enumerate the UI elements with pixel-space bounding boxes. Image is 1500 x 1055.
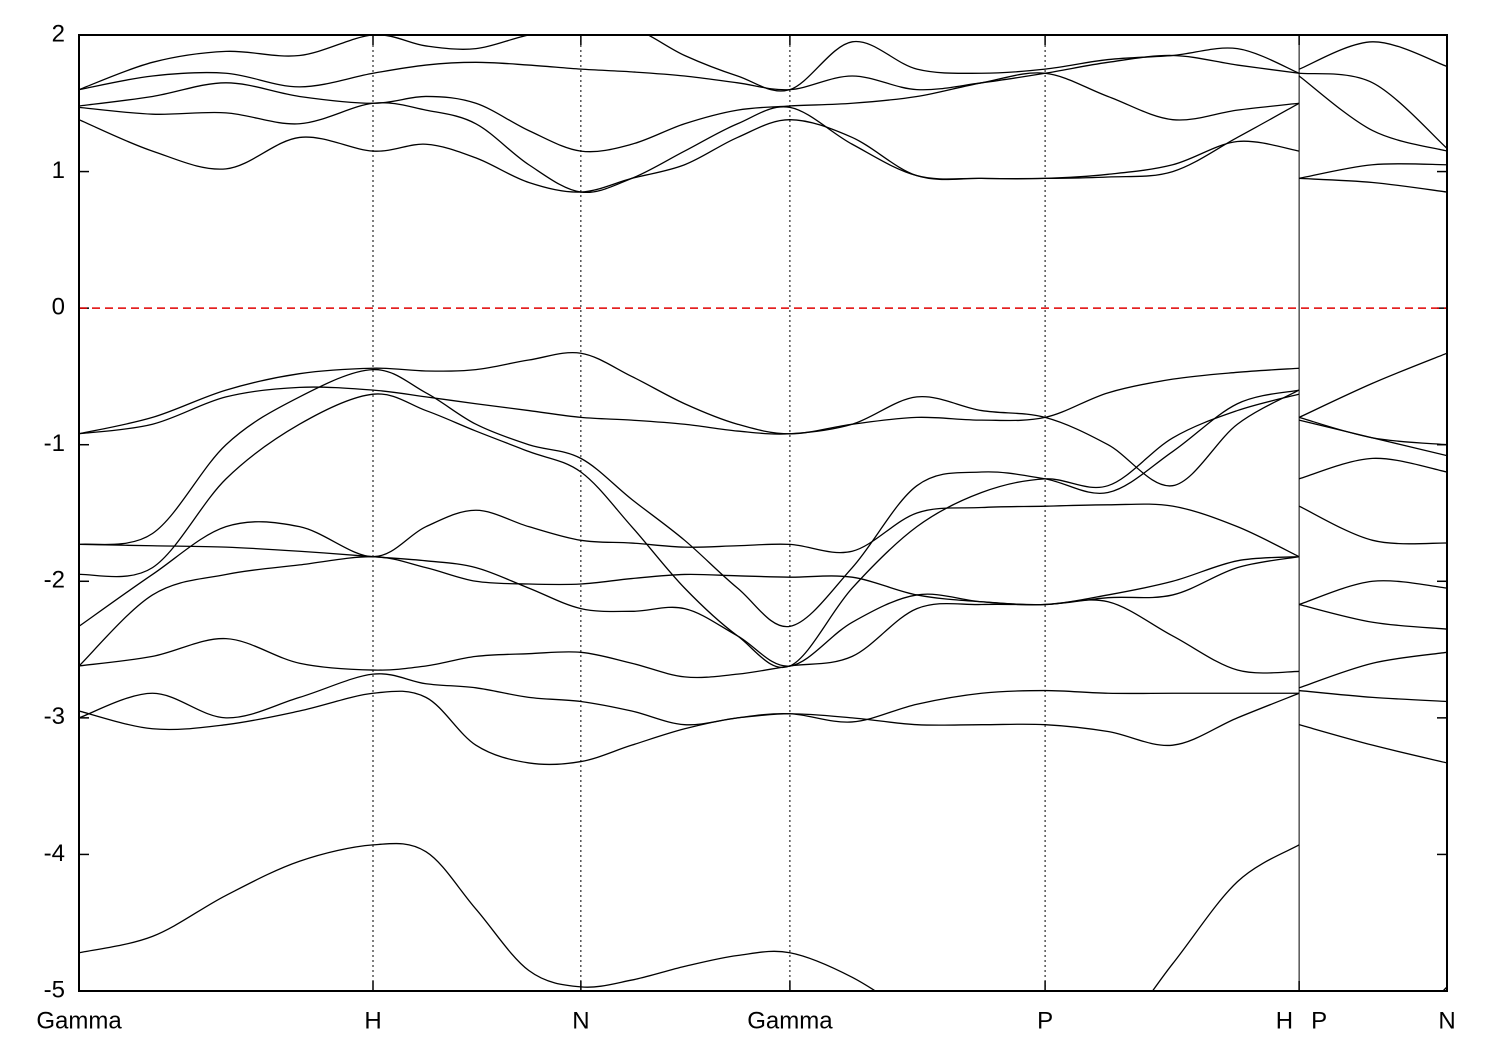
band-line	[79, 673, 1447, 764]
band-line	[79, 119, 1447, 193]
band-line	[79, 41, 1447, 91]
band-line	[79, 689, 1447, 766]
band-line	[79, 102, 1447, 194]
band-line	[79, 503, 1447, 627]
y-tick-label: -4	[44, 840, 65, 867]
y-tick-label: -3	[44, 703, 65, 730]
y-tick-label: -1	[44, 430, 65, 457]
x-tick-label: Gamma	[747, 1007, 833, 1034]
x-tick-label: N	[572, 1007, 589, 1034]
y-tick-label: 2	[52, 20, 65, 47]
plot-area	[79, 35, 1447, 991]
y-tick-label: -5	[44, 976, 65, 1003]
band-line	[79, 393, 1447, 669]
x-tick-label: P	[1311, 1007, 1327, 1034]
band-line	[79, 35, 1447, 152]
x-tick-label: H	[1276, 1007, 1293, 1034]
band-line	[79, 386, 1447, 487]
x-tick-label: Gamma	[36, 1007, 122, 1034]
y-tick-label: 1	[52, 157, 65, 184]
y-tick-label: -2	[44, 567, 65, 594]
plot-frame	[78, 34, 1448, 992]
x-tick-label: N	[1438, 1007, 1455, 1034]
x-tick-label: H	[364, 1007, 381, 1034]
band-line	[79, 351, 1447, 435]
x-tick-label: P	[1037, 1007, 1053, 1034]
band-line	[79, 543, 1447, 667]
band-line	[79, 599, 1447, 689]
y-tick-label: 0	[52, 293, 65, 320]
band-line	[79, 72, 1447, 153]
band-line	[79, 556, 1447, 667]
band-line	[79, 842, 1447, 991]
